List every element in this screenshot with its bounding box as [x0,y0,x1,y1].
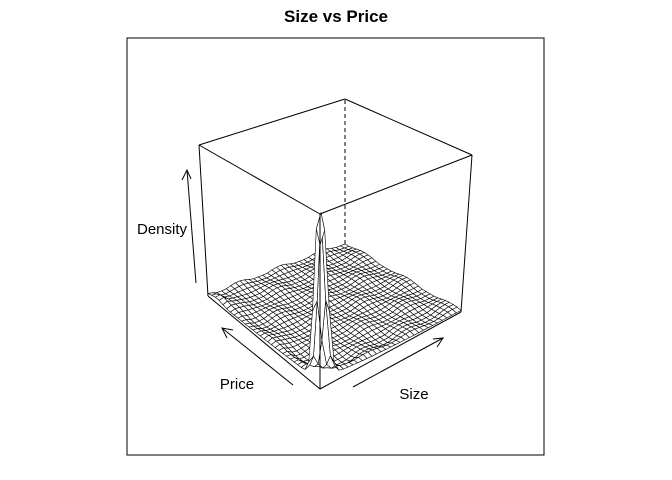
y-axis-arrow [221,327,294,386]
chart-title: Size vs Price [284,7,388,26]
box-top-front-left-edge [198,144,321,215]
z-axis-arrow [181,168,197,284]
box-right-vertical-edge [460,154,473,313]
box-bottom-front-left-edge [207,295,321,390]
x-axis-arrow [352,337,445,388]
box-top-back-right-edge [344,98,473,156]
box-top-front-right-edge [319,154,473,215]
plot-region-frame [126,37,545,456]
x-axis-label: Size [399,386,428,403]
box-front-edges [198,98,473,390]
box-left-vertical-edge [198,144,209,297]
z-axis-label: Density [137,221,188,238]
box-bottom-front-right-edge [319,311,462,390]
box-top-back-left-edge [198,98,346,146]
density-surface [207,212,462,371]
box-back-edges [198,99,473,313]
y-axis-label: Price [220,376,254,393]
